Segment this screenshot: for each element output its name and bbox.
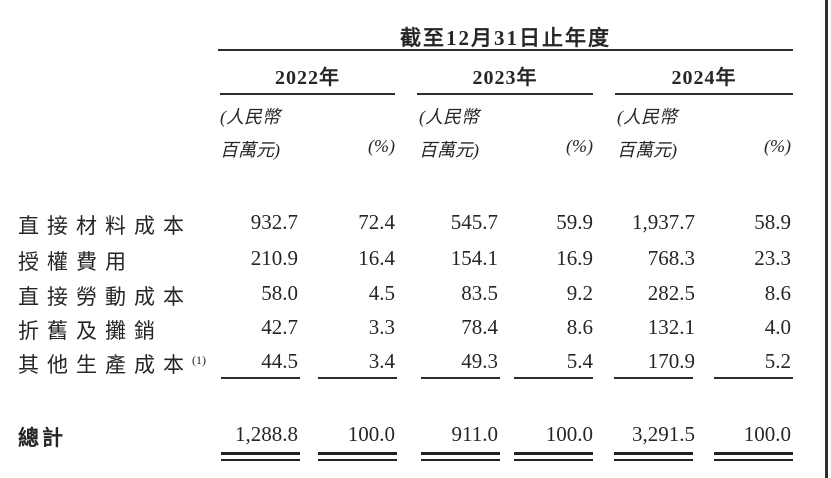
- amount-cell: 44.5: [261, 349, 298, 373]
- row-label: 直接勞動成本: [18, 281, 216, 311]
- total-double-rule-row: [0, 452, 831, 464]
- percent-cell: 8.6: [764, 281, 791, 305]
- total-percent-cell: 100.0: [743, 422, 791, 446]
- subtotal-rule: [221, 377, 300, 379]
- percent-cell: 59.9: [556, 210, 593, 234]
- amount-cell: 78.4: [461, 315, 498, 339]
- year-header-2024: 2024年: [671, 67, 737, 89]
- period-underline-rule: [218, 49, 793, 51]
- row-label: 授權費用: [18, 246, 216, 276]
- subtotal-rule: [714, 377, 793, 379]
- row-label-text: 折舊及攤銷: [18, 319, 163, 343]
- amount-cell: 83.5: [461, 281, 498, 305]
- percent-cell: 3.3: [368, 315, 395, 339]
- year-group-underline: [220, 93, 395, 95]
- amount-cell: 545.7: [450, 210, 498, 234]
- subtotal-rule: [514, 377, 593, 379]
- amount-cell: 282.5: [647, 281, 695, 305]
- percent-cell: 9.2: [566, 281, 593, 305]
- amount-cell: 132.1: [647, 315, 695, 339]
- amount-cell: 210.9: [250, 246, 298, 270]
- table-row: 授權費用 210.9 16.4 154.1 16.9 768.3 23.3: [0, 246, 831, 274]
- amount-cell: 170.9: [647, 349, 695, 373]
- percent-column-label: (%): [368, 136, 395, 156]
- page-right-border: [825, 0, 828, 478]
- amount-cell: 768.3: [647, 246, 695, 270]
- amount-cell: 58.0: [261, 281, 298, 305]
- percent-cell: 3.4: [368, 349, 395, 373]
- row-label-text: 直接勞動成本: [18, 285, 192, 309]
- table-row: 其他生產成本(1) 44.5 3.4 49.3 5.4 170.9 5.2: [0, 349, 831, 377]
- row-label: 折舊及攤銷: [18, 315, 216, 345]
- unit-label-line1: (人民幣: [419, 107, 479, 127]
- table-row: 折舊及攤銷 42.7 3.3 78.4 8.6 132.1 4.0: [0, 315, 831, 343]
- total-amount-cell: 911.0: [451, 422, 498, 446]
- total-amount-cell: 1,288.8: [235, 422, 298, 446]
- amount-cell: 932.7: [250, 210, 298, 234]
- total-amount-cell: 3,291.5: [632, 422, 695, 446]
- percent-column-label: (%): [566, 136, 593, 156]
- year-group-underline: [615, 93, 793, 95]
- total-row: 總計 1,288.8 100.0 911.0 100.0 3,291.5 100…: [0, 422, 831, 450]
- total-double-rule: [614, 452, 693, 461]
- percent-cell: 5.4: [566, 349, 593, 373]
- percent-column-label: (%): [764, 136, 791, 156]
- total-double-rule: [514, 452, 593, 461]
- year-group-underline: [417, 93, 593, 95]
- total-label: 總計: [18, 426, 66, 450]
- percent-cell: 5.2: [764, 349, 791, 373]
- total-double-rule: [318, 452, 397, 461]
- percent-cell: 4.5: [368, 281, 395, 305]
- subtotal-rule: [318, 377, 397, 379]
- table-row: 直接材料成本 932.7 72.4 545.7 59.9 1,937.7 58.…: [0, 210, 831, 238]
- unit-label-line2: 百萬元): [220, 140, 280, 160]
- row-label-text: 直接材料成本: [18, 214, 192, 238]
- total-double-rule: [714, 452, 793, 461]
- period-title: 截至12月31日止年度: [400, 26, 611, 50]
- percent-cell: 16.4: [358, 246, 395, 270]
- row-label: 直接材料成本: [18, 210, 216, 240]
- total-percent-cell: 100.0: [545, 422, 593, 446]
- unit-label-line1: (人民幣: [220, 107, 280, 127]
- amount-cell: 154.1: [450, 246, 498, 270]
- amount-cell: 1,937.7: [632, 210, 695, 234]
- row-label-text: 授權費用: [18, 250, 134, 274]
- total-percent-cell: 100.0: [347, 422, 395, 446]
- subtotal-rule-row: [0, 377, 831, 389]
- year-header-2023: 2023年: [472, 67, 538, 89]
- unit-label-line2: 百萬元): [419, 140, 479, 160]
- subtotal-rule: [421, 377, 500, 379]
- percent-cell: 4.0: [764, 315, 791, 339]
- row-label-text: 其他生產成本: [18, 353, 192, 377]
- percent-cell: 58.9: [754, 210, 791, 234]
- unit-label-line2: 百萬元): [617, 140, 677, 160]
- unit-label-line1: (人民幣: [617, 107, 677, 127]
- footnote-marker: (1): [192, 353, 206, 367]
- percent-cell: 23.3: [754, 246, 791, 270]
- amount-cell: 49.3: [461, 349, 498, 373]
- year-header-2022: 2022年: [275, 67, 340, 89]
- percent-cell: 8.6: [566, 315, 593, 339]
- total-double-rule: [421, 452, 500, 461]
- percent-cell: 16.9: [556, 246, 593, 270]
- table-row: 直接勞動成本 58.0 4.5 83.5 9.2 282.5 8.6: [0, 281, 831, 309]
- amount-cell: 42.7: [261, 315, 298, 339]
- subtotal-rule: [614, 377, 693, 379]
- total-double-rule: [221, 452, 300, 461]
- row-label: 其他生產成本(1): [18, 349, 216, 379]
- percent-cell: 72.4: [358, 210, 395, 234]
